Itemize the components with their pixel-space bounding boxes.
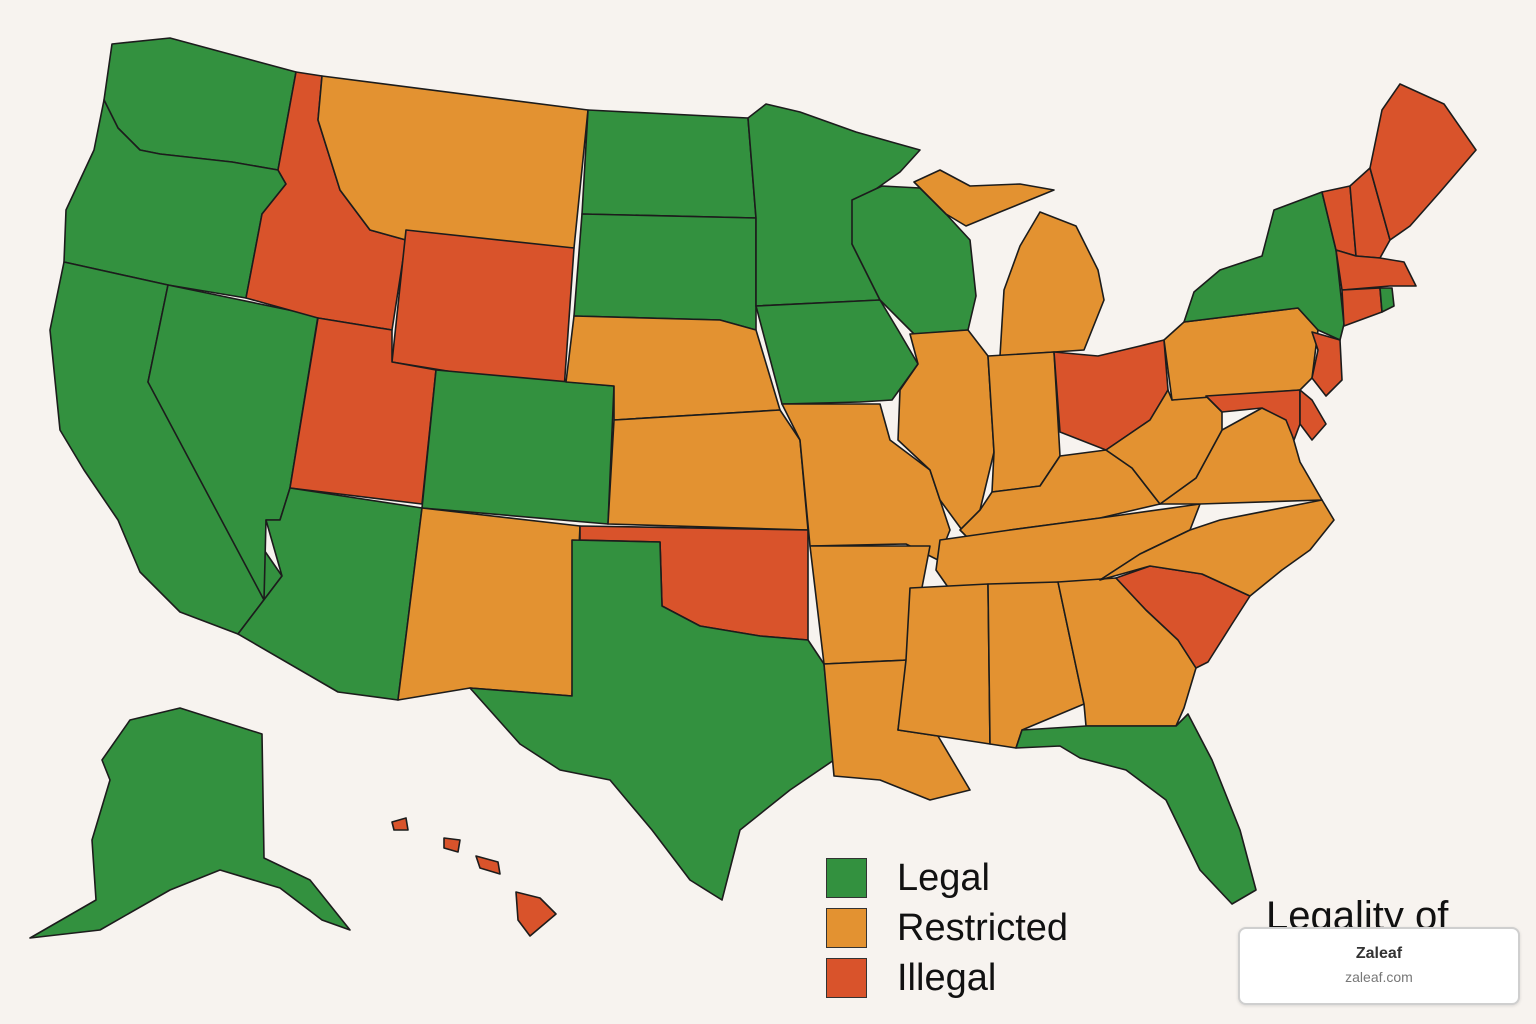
state-montana[interactable]: [317, 75, 589, 249]
state-kansas[interactable]: [607, 409, 809, 531]
watermark-url[interactable]: zaleaf.com: [1345, 969, 1413, 985]
state-iowa[interactable]: [755, 299, 919, 405]
state-connecticut[interactable]: [1341, 287, 1383, 327]
state-colorado[interactable]: [421, 369, 615, 525]
legend-item-illegal: Illegal: [826, 956, 1068, 1000]
state-michigan-upper[interactable]: [913, 169, 1055, 227]
state-north-carolina[interactable]: [1099, 499, 1335, 597]
state-mississippi[interactable]: [897, 583, 991, 745]
state-maine[interactable]: [1369, 83, 1477, 241]
legend-label-legal: Legal: [897, 856, 990, 899]
state-new-jersey[interactable]: [1311, 331, 1343, 397]
state-michigan-lower[interactable]: [999, 211, 1105, 357]
watermark-card[interactable]: Zaleaf zaleaf.com: [1238, 927, 1520, 1005]
legend: Legal Restricted Illegal: [826, 856, 1068, 1000]
state-florida[interactable]: [1015, 713, 1257, 905]
state-hawaii-oahu[interactable]: [443, 837, 461, 853]
legend-item-restricted: Restricted: [826, 906, 1068, 950]
state-delaware[interactable]: [1299, 389, 1327, 441]
state-south-dakota[interactable]: [573, 213, 757, 331]
state-alaska[interactable]: [29, 707, 351, 939]
legend-swatch-legal: [826, 858, 867, 898]
legend-label-restricted: Restricted: [897, 906, 1069, 949]
state-rhode-island[interactable]: [1379, 287, 1395, 313]
legend-swatch-restricted: [826, 908, 867, 948]
state-new-hampshire[interactable]: [1349, 167, 1391, 259]
state-hawaii-kauai[interactable]: [391, 817, 409, 831]
legend-swatch-illegal: [826, 958, 867, 998]
legend-item-legal: Legal: [826, 856, 1068, 900]
watermark-name: Zaleaf: [1355, 945, 1403, 962]
state-hawaii-big-island[interactable]: [515, 891, 557, 937]
state-wyoming[interactable]: [391, 229, 575, 391]
state-wisconsin[interactable]: [851, 185, 977, 335]
state-minnesota[interactable]: [747, 103, 921, 307]
state-illinois[interactable]: [897, 329, 995, 531]
state-new-mexico[interactable]: [397, 507, 581, 701]
state-hawaii-maui[interactable]: [475, 855, 501, 875]
state-north-dakota[interactable]: [581, 109, 757, 219]
state-texas[interactable]: [469, 539, 835, 901]
map-title: Legality of: [1266, 894, 1449, 928]
legend-label-illegal: Illegal: [897, 956, 997, 999]
